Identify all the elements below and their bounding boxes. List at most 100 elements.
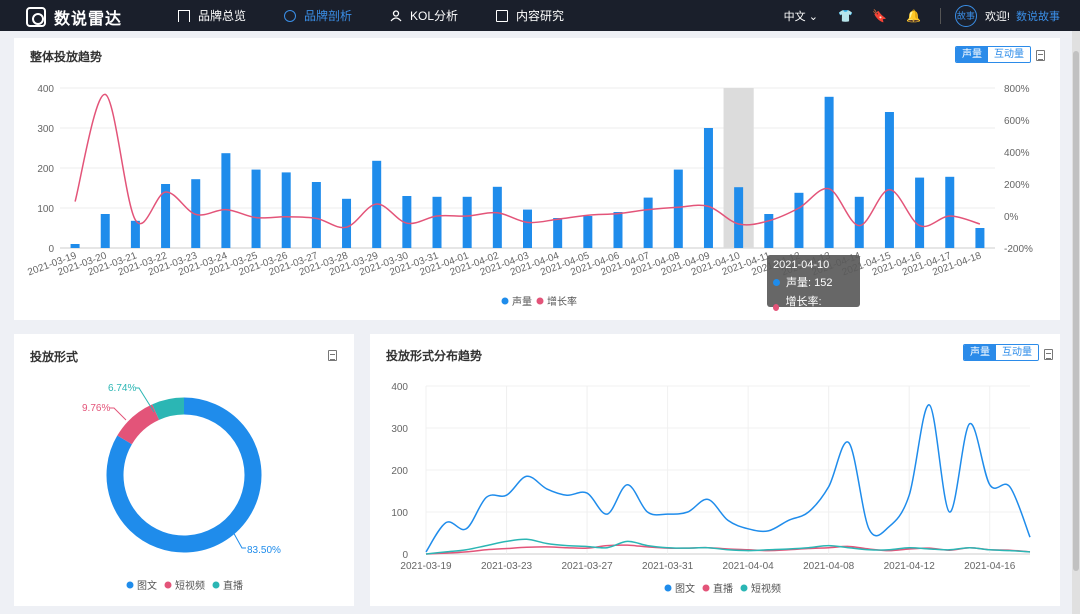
dist-line-chart: 0 100 200 300 400 2021-03-19 2021-03-23 2021-03…: [391, 382, 1031, 595]
bar: [492, 186, 502, 248]
legend-label: 短视频: [751, 582, 781, 595]
y-tick-label-left: 100: [37, 204, 54, 215]
logo-icon: [26, 7, 46, 27]
toggle-interaction[interactable]: 互动量: [988, 47, 1030, 62]
bar: [583, 216, 593, 248]
slice-label: 6.74%: [108, 383, 136, 394]
brand-name: 数说雷达: [54, 11, 123, 28]
bar: [824, 96, 834, 248]
bar: [734, 187, 744, 248]
y-tick-label-right: 800%: [1004, 84, 1030, 95]
top-navigation-bar: 数说雷达 品牌总览 品牌剖析 KOL分析 内容研究 中文 ⌄ 👕 🔖 🔔 故事 …: [0, 0, 1080, 31]
legend-dot: [664, 584, 672, 592]
page-scrollbar[interactable]: [1072, 31, 1080, 614]
x-tick-label: 2021-03-27: [561, 561, 613, 572]
bar: [251, 169, 261, 248]
bar: [945, 176, 955, 248]
y-tick-label: 300: [391, 424, 408, 435]
avatar[interactable]: 故事: [954, 4, 977, 27]
y-tick-label-left: 0: [48, 244, 54, 255]
legend-label: 增长率: [547, 295, 577, 308]
bar: [523, 209, 532, 248]
y-tick-label-left: 300: [37, 124, 54, 135]
export-doc-icon[interactable]: [1036, 50, 1045, 61]
bar: [342, 198, 352, 248]
nav-label: 品牌总览: [198, 9, 247, 23]
nav-item-brand-overview[interactable]: 品牌总览: [178, 0, 246, 31]
export-doc-icon[interactable]: [328, 350, 337, 361]
y-tick-label-right: 600%: [1004, 116, 1030, 127]
tooltip-volume: 声量: 152: [786, 277, 833, 289]
bell-icon[interactable]: 🔔: [905, 8, 921, 23]
bar: [854, 196, 864, 248]
header-tools: 中文 ⌄ 👕 🔖 🔔 故事 欢迎! 数说故事: [784, 0, 1080, 31]
trend-chart: 0 100 200 300 400 -200% 0% 200% 400% 600% 800% 2021…: [26, 84, 1033, 308]
legend-dot: [536, 297, 544, 305]
nav-item-content-research[interactable]: 内容研究: [496, 0, 564, 31]
label-leader: [110, 407, 127, 421]
nav-label: 内容研究: [516, 9, 565, 23]
form-donut-chart: 6.74% 9.76% 83.50% 图文 短视频 直播: [82, 383, 281, 592]
tooltip-date: 2021-04-10: [773, 259, 830, 271]
bar: [70, 244, 80, 248]
main-nav: 品牌总览 品牌剖析 KOL分析 内容研究: [178, 0, 602, 31]
pie-chart-icon: [284, 9, 297, 22]
brand-logo[interactable]: 数说雷达: [26, 5, 122, 29]
bar: [794, 192, 804, 248]
x-tick-label: 2021-03-23: [481, 561, 533, 572]
label-leader: [136, 387, 155, 413]
scrollbar-thumb[interactable]: [1073, 51, 1079, 571]
x-tick-label: 2021-04-16: [964, 561, 1016, 572]
bar: [311, 182, 321, 248]
nav-item-kol-analysis[interactable]: KOL分析: [390, 0, 458, 31]
trend-card-title: 整体投放趋势: [30, 50, 103, 64]
toggle-interaction[interactable]: 互动量: [996, 345, 1038, 360]
x-tick-label: 2021-03-31: [642, 561, 694, 572]
bar: [884, 112, 894, 248]
series-line: [425, 544, 1031, 555]
legend-label: 图文: [137, 579, 157, 592]
legend-label: 短视频: [175, 579, 205, 592]
toggle-volume[interactable]: 声量: [964, 345, 996, 360]
bar: [402, 196, 412, 248]
y-tick-label-right: -200%: [1004, 244, 1033, 255]
bar: [673, 169, 683, 248]
bar: [764, 214, 774, 248]
bookmark-icon[interactable]: 🔖: [871, 8, 887, 23]
bookmark-icon: [178, 9, 190, 22]
bar: [161, 184, 171, 248]
bar: [643, 197, 653, 248]
series-line: [425, 538, 1031, 555]
toggle-volume[interactable]: 声量: [956, 47, 988, 62]
tooltip-growth: 增长率: -49.5%: [785, 296, 822, 321]
legend-label: 直播: [713, 582, 733, 595]
nav-label: KOL分析: [410, 9, 459, 23]
welcome-text: 欢迎!: [984, 10, 1010, 23]
language-select[interactable]: 中文 ⌄: [783, 10, 818, 23]
bar: [432, 196, 442, 248]
export-doc-icon[interactable]: [1044, 349, 1053, 360]
form-card: 投放形式: [14, 334, 354, 606]
bar: [281, 172, 291, 248]
bar: [613, 212, 623, 248]
legend-label: 直播: [223, 579, 243, 592]
slice-label: 9.76%: [82, 403, 110, 414]
nav-item-brand-analysis[interactable]: 品牌剖析: [284, 0, 352, 31]
shirt-icon[interactable]: 👕: [837, 8, 853, 23]
username[interactable]: 数说故事: [1016, 10, 1060, 23]
bar: [221, 153, 231, 248]
x-tick-label: 2021-04-04: [723, 561, 775, 572]
tooltip-dot-red: [773, 303, 780, 311]
slice-label: 83.50%: [247, 545, 281, 556]
growth-line: [74, 93, 981, 229]
dist-metric-toggle: 声量 互动量: [963, 344, 1039, 361]
nav-label: 品牌剖析: [304, 9, 353, 23]
y-tick-label: 0: [402, 550, 408, 561]
legend-dot: [702, 584, 710, 592]
user-icon: [390, 9, 402, 22]
legend-dot: [126, 581, 134, 589]
y-tick-label: 400: [391, 382, 408, 393]
legend-dot: [212, 581, 220, 589]
y-tick-label-right: 200%: [1004, 180, 1030, 191]
legend-dot: [501, 297, 509, 305]
